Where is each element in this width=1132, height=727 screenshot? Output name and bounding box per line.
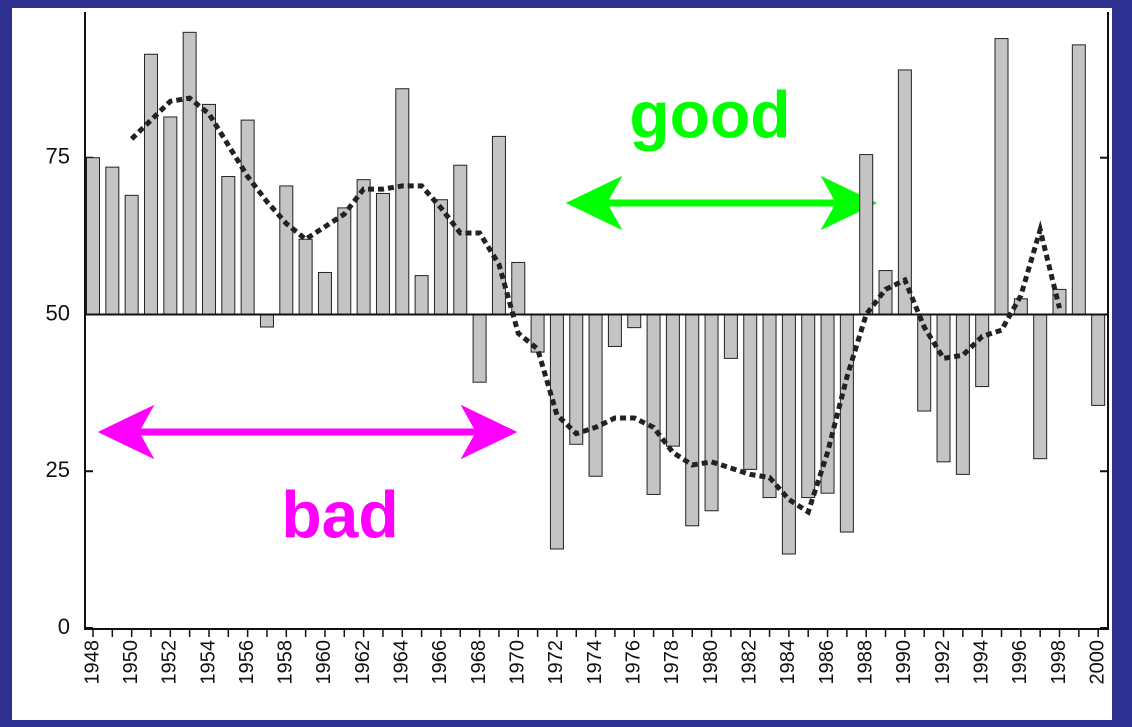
bar xyxy=(994,38,1009,315)
bar xyxy=(259,313,274,328)
bar xyxy=(472,313,487,383)
bar xyxy=(182,31,197,315)
bar xyxy=(317,271,332,315)
bar xyxy=(549,313,564,550)
x-tick-label: 1980 xyxy=(700,640,722,685)
bar xyxy=(781,313,796,555)
bar xyxy=(607,313,622,347)
x-tick-label: 2000 xyxy=(1086,640,1108,685)
bar xyxy=(86,157,100,315)
y-tick-label: 0 xyxy=(58,614,70,639)
x-tick-label: 1950 xyxy=(120,640,142,685)
good-arrow xyxy=(565,175,878,231)
x-tick-label: 1998 xyxy=(1048,640,1070,685)
bar xyxy=(511,261,526,315)
bar xyxy=(124,194,139,315)
bar xyxy=(588,313,603,477)
x-tick-label: 1954 xyxy=(197,640,219,685)
x-tick-label: 1992 xyxy=(932,640,954,685)
x-tick-label: 1964 xyxy=(391,640,413,685)
x-tick-label: 1966 xyxy=(429,640,451,685)
bar xyxy=(143,53,158,315)
bar xyxy=(356,179,371,315)
annotation: bad xyxy=(281,477,398,551)
x-tick-label: 1982 xyxy=(739,640,761,685)
bar xyxy=(685,313,700,527)
y-tick-label: 75 xyxy=(46,144,70,169)
bad-arrow xyxy=(97,404,518,460)
y-tick-label: 25 xyxy=(46,457,70,482)
bar xyxy=(375,192,390,315)
bar xyxy=(395,88,410,315)
annotation: good xyxy=(629,77,790,151)
x-tick-label: 1986 xyxy=(816,640,838,685)
x-tick-label: 1984 xyxy=(777,640,799,685)
x-tick-label: 1970 xyxy=(507,640,529,685)
x-tick-label: 1958 xyxy=(275,640,297,685)
x-tick-label: 1956 xyxy=(236,640,258,685)
x-tick-label: 1972 xyxy=(545,640,567,685)
bar xyxy=(704,313,719,512)
bar xyxy=(1091,313,1106,406)
smoothed-line xyxy=(129,95,1062,516)
x-tick-label: 1988 xyxy=(854,640,876,685)
bar xyxy=(723,313,738,359)
bar xyxy=(762,313,777,499)
bar xyxy=(163,116,178,315)
bar xyxy=(627,313,642,329)
x-tick-label: 1974 xyxy=(584,640,606,685)
bar xyxy=(453,164,468,315)
x-tick-label: 1994 xyxy=(970,640,992,685)
bar xyxy=(955,313,970,475)
bar xyxy=(201,103,216,315)
bar xyxy=(646,313,661,495)
bar xyxy=(1052,288,1067,315)
y-tick-label: 50 xyxy=(46,300,70,325)
bar xyxy=(975,313,990,388)
bar xyxy=(105,166,120,315)
bar xyxy=(665,313,680,447)
bar xyxy=(240,119,255,315)
bar xyxy=(279,185,294,315)
x-tick-label: 1948 xyxy=(81,640,103,685)
bar xyxy=(1033,313,1048,460)
x-tick-label: 1990 xyxy=(893,640,915,685)
bar xyxy=(569,313,584,445)
bar xyxy=(839,313,854,533)
bar xyxy=(414,275,429,315)
bar xyxy=(936,313,951,463)
x-tick-label: 1960 xyxy=(313,640,335,685)
bar xyxy=(743,313,758,470)
x-tick-label: 1976 xyxy=(623,640,645,685)
x-tick-label: 1952 xyxy=(159,640,181,685)
x-tick-label: 1996 xyxy=(1009,640,1031,685)
bar xyxy=(221,176,236,315)
x-tick-label: 1978 xyxy=(661,640,683,685)
x-tick-label: 1962 xyxy=(352,640,374,685)
bar xyxy=(298,238,313,315)
bar xyxy=(859,154,874,315)
bar xyxy=(1071,44,1086,315)
x-tick-label: 1968 xyxy=(468,640,490,685)
bar xyxy=(801,313,816,499)
bar xyxy=(337,207,352,315)
